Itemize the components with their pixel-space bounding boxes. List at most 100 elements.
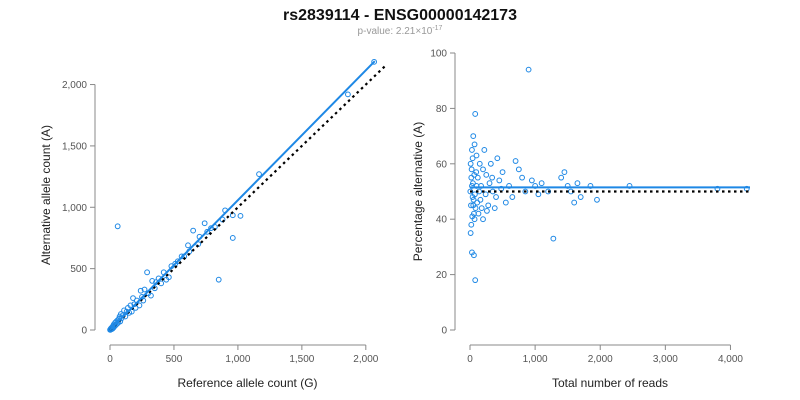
right-data-point bbox=[476, 160, 483, 167]
right-x-axis-title: Total number of reads bbox=[552, 376, 668, 390]
right-data-point bbox=[483, 171, 490, 178]
right-data-point bbox=[471, 191, 478, 198]
left-fit-line bbox=[109, 60, 376, 331]
right-data-point bbox=[485, 202, 492, 209]
right-data-point bbox=[467, 188, 474, 195]
right-x-tick-label: 3,000 bbox=[653, 354, 678, 365]
left-x-tick-label: 500 bbox=[166, 354, 183, 365]
left-y-axis-title: Alternative allele count (A) bbox=[39, 125, 53, 265]
left-data-point bbox=[185, 242, 191, 249]
right-y-tick-label: 20 bbox=[436, 270, 448, 281]
right-data-point bbox=[475, 210, 482, 217]
left-reference-line bbox=[109, 65, 386, 331]
chart-title: rs2839114 - ENSG00000142173 bbox=[283, 7, 517, 24]
right-data-point bbox=[474, 199, 481, 206]
right-y-tick-label: 80 bbox=[436, 104, 448, 115]
right-data-point bbox=[470, 196, 477, 203]
left-data-point bbox=[229, 235, 236, 241]
right-data-point bbox=[470, 133, 477, 140]
left-scatter-plot: 0 500 1,000 1,500 2,000 0 500 1,000 1,500 2,000 Re… bbox=[39, 58, 386, 390]
right-data-point bbox=[574, 180, 581, 187]
left-x-tick-label: 2,000 bbox=[353, 354, 378, 365]
left-data-point bbox=[215, 276, 222, 283]
left-x-tick-label: 1,000 bbox=[225, 354, 250, 365]
left-data-point bbox=[107, 326, 114, 333]
left-data-point bbox=[345, 91, 351, 98]
right-data-point bbox=[594, 196, 600, 203]
right-x-tick-label: 4,000 bbox=[718, 354, 743, 365]
left-data-point bbox=[149, 278, 156, 284]
right-data-point bbox=[519, 174, 525, 181]
right-data-point bbox=[512, 158, 519, 164]
right-data-point bbox=[473, 169, 480, 176]
right-y-tick-label: 0 bbox=[441, 326, 447, 337]
left-data-point bbox=[137, 287, 144, 294]
right-data-point bbox=[509, 194, 516, 200]
left-y-tick-label: 500 bbox=[70, 264, 87, 275]
right-data-point bbox=[502, 199, 509, 206]
right-data-point bbox=[532, 183, 539, 189]
right-y-tick-label: 40 bbox=[436, 215, 448, 226]
right-data-point bbox=[472, 111, 479, 117]
right-data-point bbox=[525, 66, 532, 73]
pvalue-subtitle: p-value: 2.21×10-17 bbox=[358, 25, 443, 37]
right-data-point bbox=[484, 207, 490, 214]
right-scatter-plot: 0 1,000 2,000 3,000 4,000 0 20 40 60 80 100 Total n… bbox=[411, 49, 750, 390]
right-data-point bbox=[587, 183, 594, 189]
right-data-point bbox=[471, 141, 478, 148]
right-y-tick-label: 100 bbox=[430, 49, 447, 60]
right-data-point bbox=[558, 174, 565, 181]
left-x-axis-title: Reference allele count (G) bbox=[177, 376, 317, 390]
left-data-point bbox=[148, 292, 154, 299]
right-data-point bbox=[478, 183, 484, 189]
right-data-point bbox=[474, 174, 481, 181]
right-data-point bbox=[472, 277, 479, 284]
right-data-point bbox=[550, 235, 557, 242]
right-x-tick-label: 0 bbox=[467, 354, 473, 365]
right-data-point bbox=[468, 202, 474, 209]
left-y-tick-label: 0 bbox=[81, 326, 87, 337]
right-x-tick-label: 2,000 bbox=[588, 354, 613, 365]
right-data-point bbox=[478, 205, 485, 212]
left-data-point bbox=[237, 212, 244, 219]
right-data-point bbox=[493, 194, 499, 200]
left-data-point bbox=[114, 223, 121, 230]
right-data-point bbox=[468, 174, 475, 181]
left-y-tick-label: 1,000 bbox=[62, 203, 87, 214]
right-data-point bbox=[481, 147, 488, 153]
right-data-point bbox=[469, 147, 475, 153]
pvalue-exponent: -17 bbox=[432, 25, 442, 32]
left-data-point bbox=[256, 171, 262, 178]
right-data-point bbox=[468, 166, 475, 173]
right-data-point bbox=[471, 252, 477, 259]
left-data-point bbox=[204, 228, 211, 235]
right-data-point bbox=[515, 166, 522, 173]
right-data-point bbox=[626, 183, 633, 189]
right-data-point bbox=[499, 169, 506, 176]
pvalue-text: p-value: 2.21×10 bbox=[358, 26, 433, 37]
right-data-point bbox=[506, 183, 512, 189]
left-data-point bbox=[190, 227, 197, 234]
left-y-tick-label: 1,500 bbox=[62, 141, 87, 152]
left-data-point bbox=[371, 58, 378, 65]
right-data-point bbox=[487, 160, 494, 167]
right-data-point bbox=[480, 216, 486, 223]
right-data-point bbox=[545, 188, 552, 195]
right-data-point bbox=[577, 194, 584, 200]
right-data-point bbox=[571, 199, 578, 206]
right-y-tick-label: 60 bbox=[436, 159, 448, 170]
right-data-point bbox=[469, 213, 476, 220]
right-data-point bbox=[494, 155, 501, 162]
right-data-point bbox=[486, 180, 493, 187]
right-data-point bbox=[480, 166, 486, 173]
left-data-point bbox=[130, 295, 136, 301]
right-data-point bbox=[564, 183, 571, 189]
left-data-point bbox=[201, 220, 208, 227]
left-y-tick-label: 2,000 bbox=[62, 80, 87, 91]
right-data-point bbox=[496, 177, 503, 184]
right-data-point bbox=[561, 169, 568, 176]
left-data-point bbox=[141, 286, 148, 293]
right-data-point bbox=[482, 191, 489, 198]
right-data-point bbox=[467, 160, 474, 167]
